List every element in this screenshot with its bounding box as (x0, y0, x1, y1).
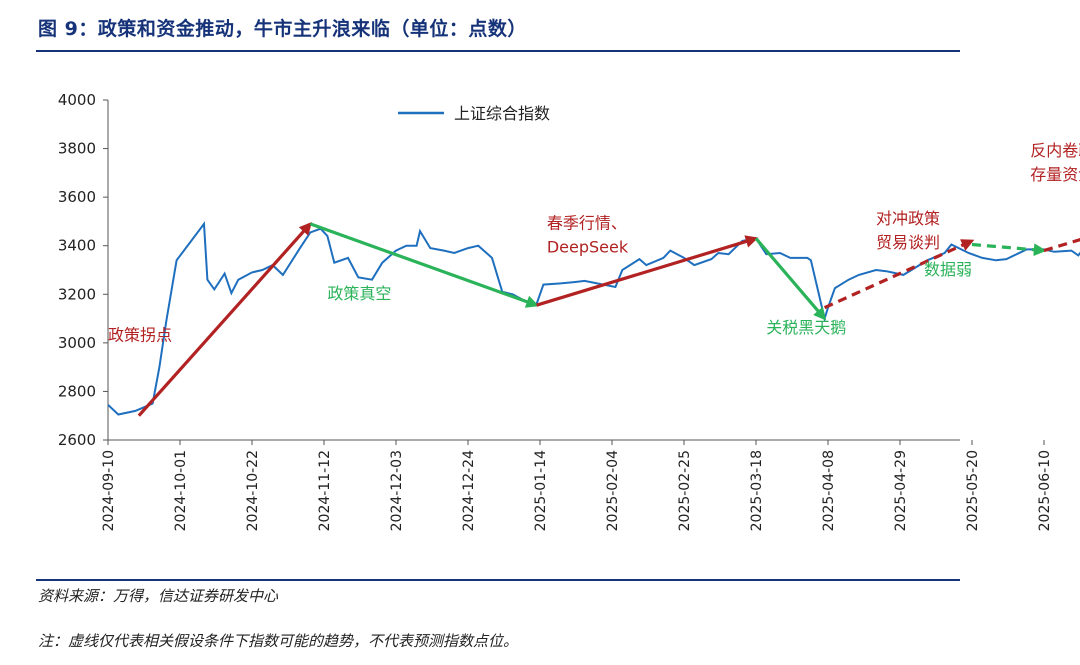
x-tick-label: 2025-04-29 (893, 450, 909, 531)
annotation-label: 数据弱 (924, 260, 972, 279)
y-tick-label: 2600 (58, 431, 96, 449)
x-tick-label: 2025-03-18 (749, 450, 765, 531)
annotation-line: DeepSeek (547, 238, 629, 257)
red-solid-arrow (137, 221, 312, 417)
x-tick-label: 2025-04-08 (821, 450, 837, 531)
annotation-line: 关税黑天鹅 (766, 318, 846, 337)
x-tick-label: 2024-12-24 (461, 450, 477, 531)
x-tick-label: 2024-10-22 (245, 450, 261, 531)
x-tick-label: 2024-12-03 (389, 450, 405, 531)
x-tick-label: 2025-02-25 (677, 450, 693, 531)
arrows-layer (137, 221, 1080, 417)
legend-label: 上证综合指数 (454, 104, 550, 123)
x-tick-label: 2025-01-14 (533, 450, 549, 531)
x-tick-label: 2024-11-12 (317, 450, 333, 531)
green-solid-arrow (754, 237, 827, 321)
y-tick-label: 3000 (58, 334, 96, 352)
annotation-line: 存量资金增仓 (1030, 165, 1080, 184)
chart-legend: 上证综合指数 (398, 104, 550, 123)
red-dashed-arrow (1043, 237, 1080, 253)
annotation-line: 对冲政策 (876, 209, 940, 228)
chart: 2600 2800 3000 3200 3400 3600 3800 4000 2024-09-… (58, 91, 1080, 531)
annotation-label: 反内卷政策、存量资金增仓 (1030, 141, 1080, 184)
annotation-line: 政策真空 (327, 284, 391, 303)
y-tick-label: 2800 (58, 382, 96, 400)
annotation-line: 数据弱 (924, 260, 972, 279)
x-tick-label: 2024-10-01 (173, 450, 189, 531)
top-rule (36, 50, 960, 52)
chart-axes: 2600 2800 3000 3200 3400 3600 3800 4000 2024-09-… (58, 91, 1053, 531)
x-tick-label: 2025-05-20 (965, 450, 981, 531)
figure-title: 图 9：政策和资金推动，牛市主升浪来临（单位：点数） (38, 18, 527, 40)
annotation-line: 贸易谈判 (876, 233, 940, 252)
y-tick-label: 3400 (58, 237, 96, 255)
annotation-label: 政策拐点 (108, 325, 172, 344)
y-tick-label: 3600 (58, 188, 96, 206)
annotation-label: 对冲政策贸易谈判 (876, 209, 940, 252)
annotation-label: 关税黑天鹅 (766, 318, 846, 337)
red-solid-arrow (536, 235, 759, 307)
annotation-label: 政策真空 (327, 284, 391, 303)
y-tick-label: 4000 (58, 91, 96, 109)
annotation-line: 政策拐点 (108, 325, 172, 344)
red-dashed-arrow (823, 239, 975, 310)
source-text: 资料来源：万得，信达证券研发中心 (38, 587, 279, 605)
note-text: 注：虚线仅代表相关假设条件下指数可能的趋势，不代表预测指数点位。 (38, 632, 519, 650)
y-tick-label: 3800 (58, 140, 96, 158)
x-tick-label: 2024-09-10 (101, 450, 117, 531)
annotation-line: 反内卷政策、 (1030, 141, 1080, 160)
bottom-rule (36, 579, 960, 581)
green-solid-arrow (309, 222, 539, 308)
green-dashed-arrow (971, 242, 1047, 257)
x-tick-label: 2025-06-10 (1037, 450, 1053, 531)
annotation-label: 春季行情、 DeepSeek (547, 214, 629, 257)
x-tick-label: 2025-02-04 (605, 450, 621, 531)
annotation-line: 春季行情、 (547, 214, 627, 233)
y-tick-label: 3200 (58, 285, 96, 303)
